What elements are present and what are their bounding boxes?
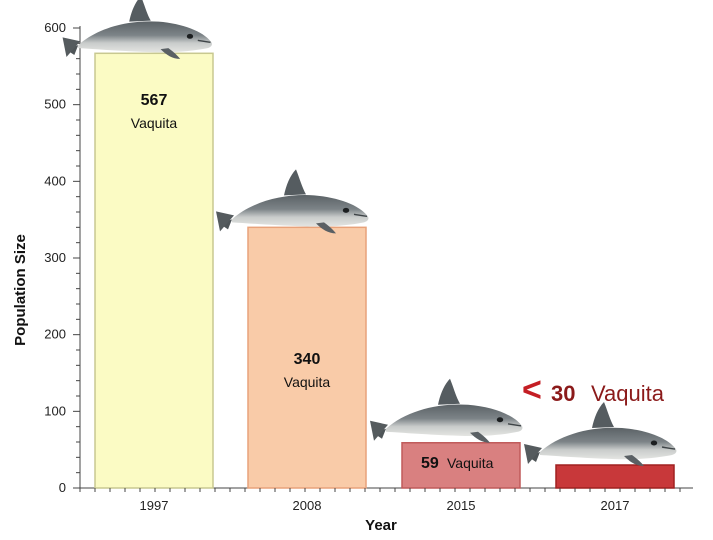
x-tick-label: 2017: [601, 498, 630, 513]
annotation-unit: Vaquita: [591, 381, 665, 406]
y-tick-label: 500: [44, 97, 66, 112]
annotation-number: 30: [551, 381, 575, 406]
vaquita-porpoise-icon: [61, 0, 213, 60]
y-tick-label: 600: [44, 20, 66, 35]
x-axis-title: Year: [365, 517, 397, 534]
bar-1997: [94, 52, 214, 489]
annotation-less-than-30: < 30 Vaquita: [522, 371, 665, 409]
y-tick-label: 200: [44, 327, 66, 342]
y-axis-ticks: 0 100 200 300 400 500 600: [44, 20, 80, 495]
y-tick-label: 300: [44, 250, 66, 265]
bar-2017: [555, 464, 675, 489]
bar-2015: [401, 442, 521, 489]
vaquita-porpoise-icon: [523, 401, 678, 467]
bar-2008: [247, 226, 367, 489]
x-axis-ticks: 1997 2008 2015 2017: [79, 488, 681, 513]
y-tick-label: 0: [59, 480, 66, 495]
y-axis-title: Population Size: [12, 234, 29, 346]
y-tick-label: 400: [44, 173, 66, 188]
data-label-number: 567: [141, 92, 168, 109]
x-tick-label: 2008: [293, 498, 322, 513]
vaquita-porpoise-icon: [215, 168, 370, 235]
x-tick-label: 1997: [140, 498, 169, 513]
annotation-symbol: <: [522, 371, 542, 409]
data-label-unit: Vaquita: [131, 115, 178, 131]
data-label-unit: Vaquita: [284, 374, 331, 390]
y-tick-label: 100: [44, 403, 66, 418]
vaquita-porpoise-icon: [369, 378, 524, 444]
data-labels: 567 Vaquita 340 Vaquita 59 Vaquita: [131, 92, 494, 472]
bars: [94, 52, 675, 489]
data-label-unit: Vaquita: [447, 455, 494, 471]
data-label-number: 59: [421, 455, 439, 472]
data-label-number: 340: [294, 351, 321, 368]
x-tick-label: 2015: [447, 498, 476, 513]
